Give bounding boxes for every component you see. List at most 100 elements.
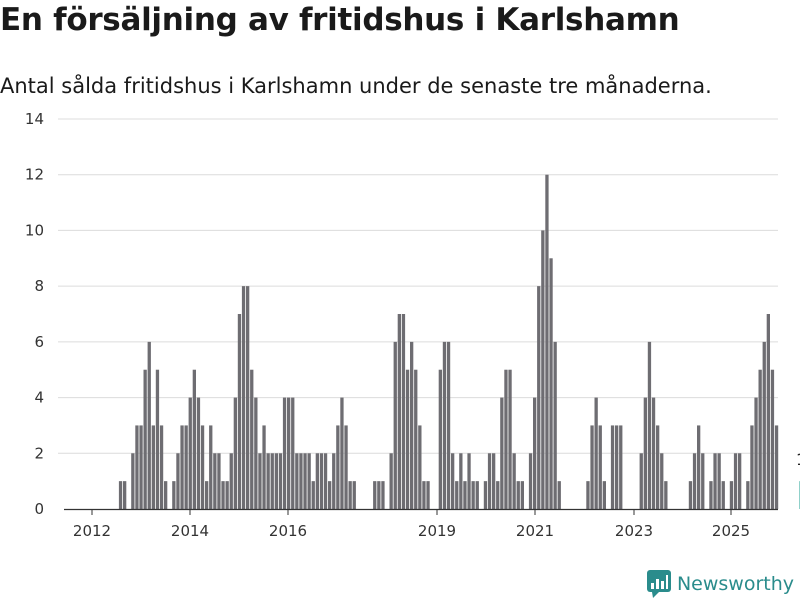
bar bbox=[656, 425, 660, 509]
bar bbox=[184, 425, 188, 509]
bar bbox=[537, 286, 541, 509]
bar bbox=[291, 397, 295, 509]
y-tick-label: 6 bbox=[34, 333, 44, 351]
bar bbox=[516, 481, 520, 509]
x-tick-label: 2019 bbox=[418, 522, 456, 540]
bar bbox=[553, 341, 557, 509]
bars bbox=[118, 174, 800, 509]
bar bbox=[459, 453, 463, 509]
y-tick-label: 14 bbox=[25, 110, 44, 128]
bar bbox=[200, 425, 205, 509]
bar bbox=[512, 453, 516, 509]
bar bbox=[467, 453, 471, 509]
bar bbox=[274, 453, 278, 509]
x-tick-label: 2012 bbox=[73, 522, 111, 540]
bar bbox=[660, 453, 664, 509]
bar bbox=[639, 453, 643, 509]
bar bbox=[496, 481, 500, 509]
bar-chart: 0 2 4 6 8 10 12 14 2012 2014 2016 2019 2021 2023 2025… bbox=[25, 110, 800, 540]
bar bbox=[758, 369, 762, 509]
bar bbox=[131, 453, 135, 509]
bar bbox=[692, 453, 697, 509]
x-tick-label: 2025 bbox=[712, 522, 750, 540]
bar bbox=[729, 481, 734, 509]
bar bbox=[610, 425, 615, 509]
newsworthy-logo-icon bbox=[646, 570, 671, 598]
bar bbox=[557, 481, 561, 509]
bar bbox=[237, 314, 242, 509]
bar bbox=[438, 369, 442, 509]
bar bbox=[340, 397, 344, 509]
bar bbox=[475, 481, 479, 509]
bar bbox=[221, 481, 225, 509]
bar bbox=[315, 453, 319, 509]
bar bbox=[717, 453, 721, 509]
x-tick-label: 2016 bbox=[269, 522, 307, 540]
bar bbox=[770, 369, 775, 509]
highlight-value-label: 1 bbox=[796, 450, 800, 469]
bar bbox=[545, 174, 549, 509]
annotations: 1 bbox=[796, 450, 800, 469]
bar bbox=[118, 481, 123, 509]
x-tick-label: 2023 bbox=[615, 522, 653, 540]
bar bbox=[319, 453, 324, 509]
bar bbox=[528, 453, 533, 509]
bar bbox=[418, 425, 422, 509]
bar bbox=[533, 397, 537, 509]
bar bbox=[414, 369, 418, 509]
bar bbox=[586, 481, 590, 509]
bar bbox=[492, 453, 496, 509]
bar bbox=[738, 453, 742, 509]
bar bbox=[746, 481, 750, 509]
bar bbox=[381, 481, 385, 509]
chart-title: En försäljning av fritidshus i Karlshamn bbox=[0, 2, 680, 38]
y-tick-label: 8 bbox=[34, 277, 44, 295]
bar bbox=[500, 397, 504, 509]
bar bbox=[209, 425, 213, 509]
bar bbox=[508, 369, 512, 509]
bar bbox=[262, 425, 266, 509]
bar bbox=[422, 481, 426, 509]
y-tick-label: 4 bbox=[34, 389, 44, 407]
bar bbox=[598, 425, 602, 509]
y-tick-label: 0 bbox=[34, 500, 44, 518]
bar bbox=[151, 425, 155, 509]
bar bbox=[615, 425, 619, 509]
bar bbox=[188, 397, 192, 509]
bar bbox=[594, 397, 598, 509]
grid-lines bbox=[58, 118, 778, 454]
bar bbox=[590, 425, 594, 509]
bar bbox=[721, 481, 725, 509]
bar bbox=[225, 481, 229, 509]
bar bbox=[246, 286, 250, 509]
bar bbox=[520, 481, 524, 509]
bar bbox=[217, 453, 221, 509]
x-axis: 2012 2014 2016 2019 2021 2023 2025 bbox=[73, 509, 750, 540]
bar bbox=[377, 481, 381, 509]
y-tick-label: 2 bbox=[34, 444, 44, 462]
bar bbox=[270, 453, 274, 509]
bar bbox=[446, 341, 451, 509]
bar bbox=[266, 453, 270, 509]
bar bbox=[651, 397, 656, 509]
y-axis-labels: 0 2 4 6 8 10 12 14 bbox=[25, 110, 44, 518]
bar bbox=[389, 453, 393, 509]
bar bbox=[278, 453, 283, 509]
bar bbox=[147, 341, 151, 509]
bar bbox=[373, 481, 377, 509]
bar bbox=[643, 397, 647, 509]
bar bbox=[303, 453, 307, 509]
bar bbox=[750, 425, 754, 509]
bar bbox=[307, 453, 311, 509]
bar bbox=[766, 314, 770, 509]
bar bbox=[328, 481, 332, 509]
bar bbox=[196, 397, 201, 509]
bar bbox=[180, 425, 184, 509]
bar bbox=[250, 369, 254, 509]
bar bbox=[713, 453, 717, 509]
y-tick-label: 12 bbox=[25, 166, 44, 184]
x-tick-label: 2014 bbox=[171, 522, 209, 540]
bar bbox=[172, 481, 176, 509]
bar bbox=[549, 258, 553, 509]
bar bbox=[762, 341, 766, 509]
